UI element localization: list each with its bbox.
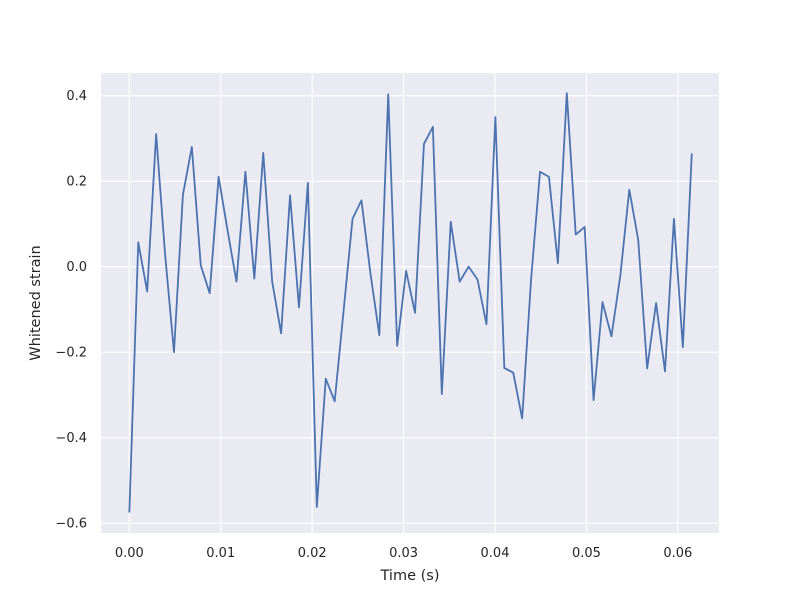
x-tick-label: 0.06 <box>663 546 692 561</box>
y-tick-label: 0.2 <box>66 175 87 190</box>
y-tick-label: 0.0 <box>66 260 87 275</box>
x-axis-label: Time (s) <box>380 568 440 584</box>
series-layer <box>128 92 693 513</box>
y-tick-label: −0.2 <box>55 346 87 361</box>
y-tick-label: 0.4 <box>66 89 87 104</box>
x-tick-label: 0.00 <box>115 546 144 561</box>
x-tick-label: 0.02 <box>298 546 327 561</box>
y-axis-label: Whitened strain <box>28 245 44 360</box>
plot-area <box>101 73 719 533</box>
x-tick-label: 0.03 <box>389 546 418 561</box>
series-line <box>128 92 693 513</box>
x-tick-label: 0.04 <box>481 546 510 561</box>
x-tick-label: 0.05 <box>572 546 601 561</box>
y-tick-label: −0.6 <box>55 517 87 532</box>
tick-labels: 0.00 0.01 0.02 0.03 0.04 0.05 0.06 −0.6 −0.4 −0.2… <box>55 89 692 561</box>
y-tick-label: −0.4 <box>55 431 87 446</box>
grid <box>101 73 719 533</box>
x-tick-label: 0.01 <box>206 546 235 561</box>
